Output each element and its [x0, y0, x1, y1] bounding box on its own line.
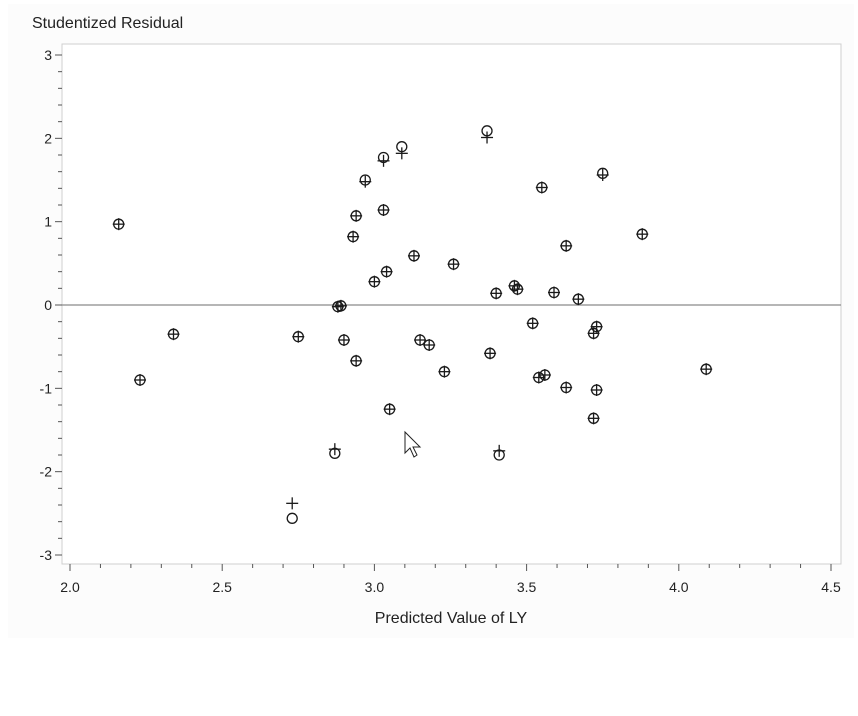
- data-point-plus: [508, 279, 521, 292]
- y-tick-label: 1: [44, 214, 52, 230]
- data-point-plus: [414, 334, 427, 346]
- data-point-plus: [347, 230, 360, 243]
- data-point-plus: [560, 381, 573, 394]
- data-point-plus: [350, 209, 363, 222]
- axis-layer: 3 2 1 0 -1 -2 -3 2.0 2.5 3.0 3.5 4.0 4.5: [40, 47, 841, 595]
- data-point-plus: [359, 175, 372, 188]
- data-point-plus: [423, 339, 436, 351]
- data-point-plus: [134, 374, 147, 386]
- x-tick-label: 4.5: [821, 579, 841, 595]
- data-point-plus: [337, 334, 350, 346]
- data-point-plus: [700, 363, 713, 376]
- data-point-plus: [377, 204, 390, 216]
- data-point-plus: [331, 300, 344, 313]
- x-tick-label: 2.0: [60, 579, 80, 595]
- x-tick-label: 3.5: [517, 579, 537, 595]
- data-point-plus: [368, 275, 381, 288]
- data-point-plus: [447, 258, 460, 271]
- y-tick-label: 2: [44, 130, 52, 146]
- data-point-plus: [438, 365, 451, 378]
- data-point-plus: [590, 384, 603, 396]
- data-point-plus: [490, 287, 503, 300]
- data-point-plus: [511, 283, 524, 296]
- data-point-plus: [587, 327, 600, 340]
- x-tick-label: 3.0: [365, 579, 385, 595]
- plot-area: [62, 44, 841, 564]
- data-point-circle: [286, 512, 298, 524]
- data-point-plus: [167, 328, 180, 341]
- data-point-plus: [547, 286, 560, 299]
- data-point-plus: [532, 371, 545, 384]
- data-point-plus: [560, 239, 573, 252]
- data-point-plus: [350, 354, 363, 367]
- data-point-plus: [328, 443, 341, 456]
- data-point-plus: [484, 347, 497, 360]
- data-point-plus: [292, 330, 305, 343]
- data-point-plus: [334, 299, 347, 312]
- data-points-layer: [112, 125, 713, 524]
- data-point-plus: [377, 154, 390, 167]
- data-point-plus: [590, 320, 603, 333]
- data-point-plus: [538, 369, 551, 381]
- y-tick-label: 3: [44, 47, 52, 63]
- x-axis-title: Predicted Value of LY: [375, 610, 528, 627]
- data-point-plus: [407, 249, 420, 262]
- data-point-plus: [493, 444, 506, 457]
- data-point-plus: [286, 497, 299, 510]
- data-point-plus: [587, 412, 600, 425]
- data-point-plus: [572, 293, 585, 306]
- y-tick-label: -3: [40, 547, 53, 563]
- x-tick-label: 4.0: [669, 579, 689, 595]
- y-tick-label: -1: [40, 380, 53, 396]
- data-point-plus: [383, 403, 396, 416]
- data-point-plus: [481, 131, 494, 144]
- data-point-plus: [535, 181, 548, 194]
- data-point-plus: [112, 218, 125, 231]
- data-point-plus: [596, 169, 609, 181]
- x-tick-label: 2.5: [212, 579, 232, 595]
- y-axis-title: Studentized Residual: [32, 15, 183, 32]
- plot-frame: [61, 43, 842, 565]
- y-tick-label: 0: [44, 297, 52, 313]
- data-point-plus: [395, 147, 408, 160]
- y-tick-label: -2: [40, 464, 53, 480]
- data-point-plus: [526, 317, 539, 330]
- data-point-plus: [636, 228, 649, 241]
- data-point-plus: [380, 265, 393, 278]
- mouse-cursor-icon: [404, 430, 422, 458]
